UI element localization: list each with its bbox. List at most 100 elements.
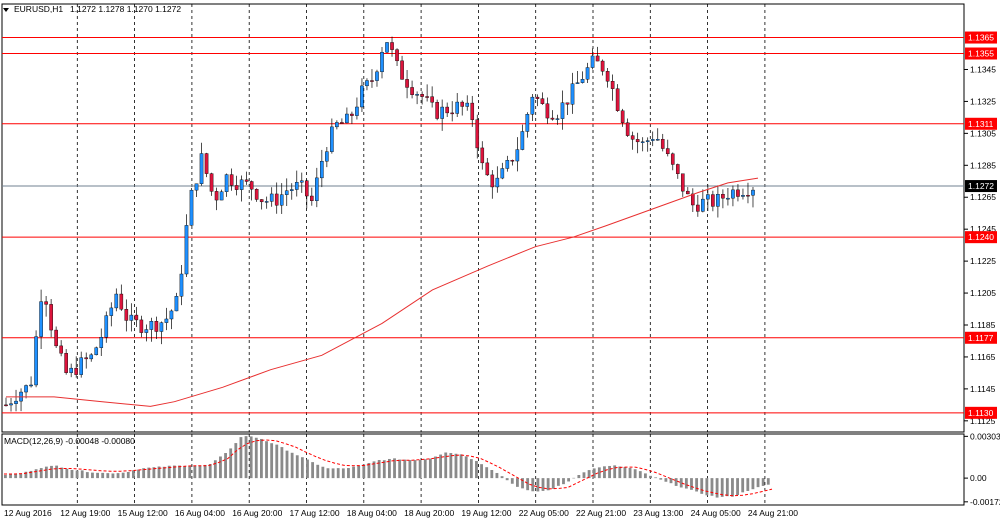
candle-body [625,122,630,136]
macd-histogram-bar [290,452,294,479]
candle-body [109,307,114,316]
candle-body [4,404,8,407]
candle-body [14,400,18,404]
macd-histogram-bar [731,478,734,497]
macd-histogram-bar [70,469,74,479]
macd-histogram-bar [393,458,396,479]
macd-histogram-bar [516,478,519,487]
candle-body [340,122,344,124]
macd-histogram-bar [536,478,540,492]
macd-histogram-bar [9,474,12,479]
macd-histogram-bar [116,473,120,479]
macd-histogram-bar [766,478,770,485]
time-tick-label: 24 Aug 05:00 [691,508,741,518]
macd-histogram-bar [690,478,693,490]
macd-histogram-bar [193,466,197,479]
candle-body [29,384,33,387]
candle-body [244,179,249,182]
level-price-label: 1.1240 [968,232,994,242]
candle-body [274,193,279,206]
candle-body [169,310,174,320]
macd-histogram-bar [208,463,212,479]
macd-histogram-bar [198,465,202,479]
candle-body [395,49,399,62]
candle-body [570,83,575,105]
candle-body [510,160,515,162]
macd-histogram-bar [439,454,443,479]
candle-body [370,80,374,82]
macd-tick-label: 0.00303 [970,431,1000,441]
candle-body [711,194,715,207]
macd-histogram-bar [65,468,69,479]
macd-histogram-bar [669,478,673,484]
candle-body [475,119,480,149]
time-tick-label: 23 Aug 13:00 [633,508,683,518]
candle-body [350,113,354,116]
candle-body [325,151,329,162]
candle-body [545,103,550,119]
macd-histogram-bar [19,473,23,479]
candle-body [84,357,89,360]
macd-histogram-bar [710,478,714,496]
candle-body [224,174,229,192]
macd-histogram-bar [603,466,606,479]
candle-body [530,96,535,115]
candle-body [119,293,124,310]
candle-body [94,347,99,356]
candle-body [500,168,505,179]
candle-body [746,195,750,197]
macd-histogram-bar [285,450,289,479]
candle-body [219,191,224,201]
y-tick-label: 1.1285 [970,160,996,170]
candle-body [580,79,585,83]
time-tick-label: 22 Aug 05:00 [519,508,569,518]
macd-histogram-bar [587,470,591,479]
macd-histogram-bar [162,466,166,479]
candle-body [655,139,660,141]
candle-body [595,55,600,62]
macd-histogram-bar [618,466,622,479]
level-price-tag [965,117,997,130]
candle-body [299,180,304,183]
candle-body [104,315,109,338]
time-tick-label: 18 Aug 20:00 [404,508,454,518]
macd-histogram-bar [357,465,361,479]
macd-histogram-bar [60,467,64,479]
macd-histogram-bar [705,478,709,496]
candle-body [440,106,444,119]
candle-body [330,126,334,152]
macd-histogram-bar [746,478,750,491]
time-tick-label: 15 Aug 12:00 [118,508,168,518]
triangle-down-icon[interactable] [3,8,9,12]
y-tick-label: 1.1265 [970,192,996,202]
macd-histogram-bar [244,436,248,479]
macd-histogram-bar [203,464,207,479]
macd-histogram-bar [388,458,391,479]
macd-histogram-bar [490,469,494,479]
macd-histogram-bar [270,443,274,479]
candle-body [54,329,58,347]
macd-histogram-bar [382,460,386,479]
candle-body [565,102,570,105]
macd-histogram-bar [280,447,284,479]
macd-histogram-bar [14,473,18,479]
candle-body [410,87,414,95]
candle-body [670,153,675,165]
level-price-label: 1.1355 [968,49,994,59]
macd-histogram-bar [254,437,258,479]
macd-histogram-bar [459,454,463,479]
candle-body [209,173,214,192]
candle-body [254,188,259,200]
macd-histogram-bar [700,478,704,494]
candle-body [470,102,475,120]
macd-histogram-bar [500,476,504,479]
macd-histogram-bar [628,467,632,479]
candle-body [355,106,359,116]
chart-header: EURUSD,H1 1.1272 1.1278 1.1270 1.1272 [3,4,181,14]
candle-body [159,322,164,332]
candle-body [751,189,755,196]
symbol-label: EURUSD,H1 [14,4,63,14]
time-tick-label: 16 Aug 04:00 [175,508,225,518]
